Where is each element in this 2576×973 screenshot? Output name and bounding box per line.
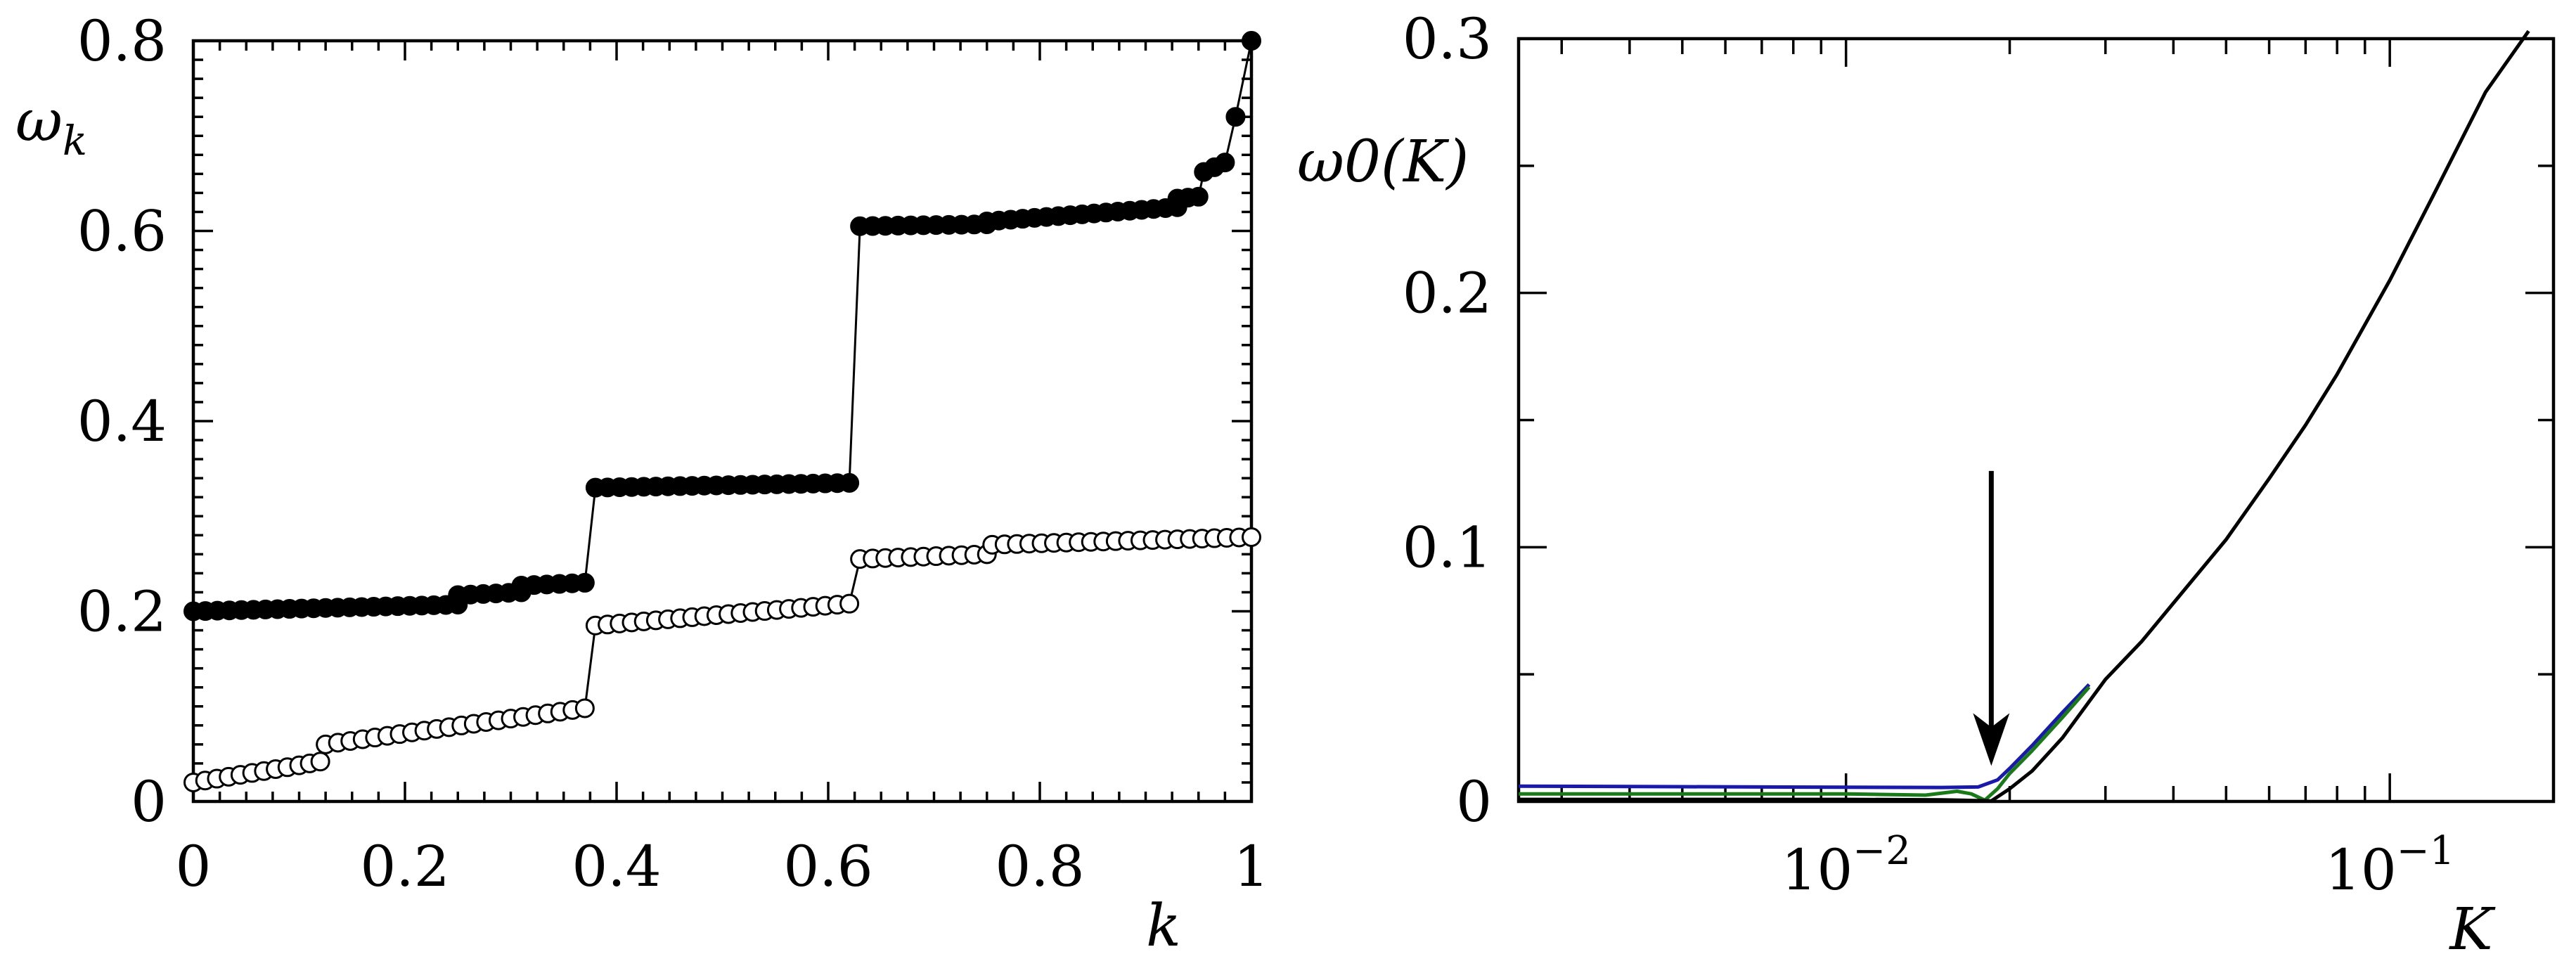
y-axis-label: ωk — [15, 88, 87, 165]
x-axis-label: K — [2448, 896, 2496, 963]
plot-frame — [191, 39, 1254, 804]
data-point-filled — [1215, 153, 1235, 173]
y-tick-label: 0.8 — [77, 8, 167, 74]
y-tick-label: 0.2 — [1403, 261, 1492, 326]
data-point-filled — [839, 472, 860, 493]
y-tick-label: 0.3 — [1403, 6, 1492, 72]
y-tick-label: 0.2 — [77, 579, 167, 645]
y-tick-label: 0 — [131, 769, 167, 835]
x-axis-label: k — [1146, 893, 1181, 960]
y-axis-label-subscript: k — [63, 117, 87, 165]
y-axis-label-symbol: ω — [15, 88, 63, 155]
curve-green — [1519, 685, 2091, 802]
series-line-filled — [193, 40, 1253, 612]
x-tick-label: 1 — [1234, 834, 1270, 899]
y-tick-label: 0.6 — [77, 199, 167, 264]
data-point-open — [310, 752, 330, 772]
data-point-filled — [1242, 31, 1261, 51]
x-tick-label: 0.4 — [572, 834, 661, 899]
data-point-open — [839, 593, 860, 614]
x-tick-label-exponent: −1 — [2397, 828, 2455, 874]
data-point-open — [1242, 527, 1261, 548]
x-tick-label: 0.2 — [360, 834, 449, 899]
x-tick-label: 0.6 — [783, 834, 872, 899]
y-tick-label: 0 — [1456, 769, 1492, 835]
curve-black — [1519, 30, 2530, 803]
x-tick-label-base: 10 — [2325, 837, 2397, 903]
x-tick-label: 10−2 — [1782, 828, 1911, 903]
x-tick-label-exponent: −2 — [1853, 828, 1911, 874]
x-tick-label-base: 10 — [1782, 837, 1853, 903]
data-point-open — [574, 698, 595, 719]
data-point-filled — [1225, 107, 1246, 127]
x-tick-label: 0.8 — [995, 834, 1084, 899]
x-tick-label: 10−1 — [2325, 828, 2454, 903]
y-axis-label: ω0(K) — [1297, 129, 1469, 195]
x-tick-label: 0 — [176, 834, 212, 899]
arrow-head — [1973, 713, 2010, 766]
y-tick-label: 0.1 — [1403, 515, 1492, 580]
plot-frame — [1516, 37, 2556, 804]
y-tick-label: 0.4 — [77, 389, 167, 454]
data-point-filled — [1188, 186, 1209, 207]
data-point-filled — [574, 572, 595, 593]
curve-blue — [1518, 683, 2091, 790]
